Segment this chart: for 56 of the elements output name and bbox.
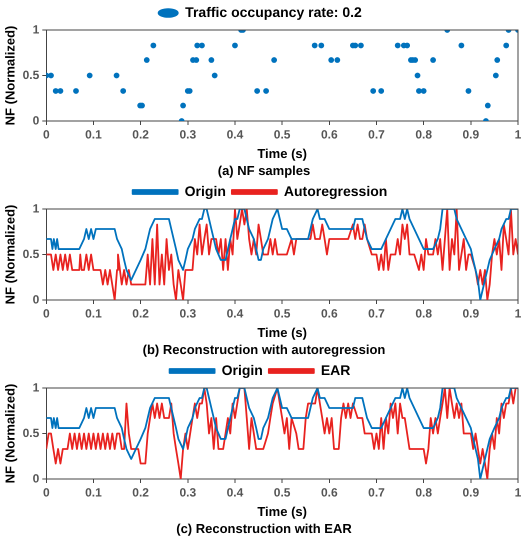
x-tick-label: 0.2	[132, 128, 150, 142]
x-tick-label: 0.4	[226, 306, 244, 321]
x-tick-label: 1	[514, 486, 522, 500]
x-tick-label: 0	[42, 486, 50, 500]
x-tick-label: 0.4	[226, 486, 244, 500]
x-tick-label: 0.9	[462, 486, 480, 500]
x-tick-label: 0.9	[462, 128, 480, 142]
legend-label: Traffic occupancy rate: 0.2	[185, 4, 362, 20]
x-axis-title: Time (s)	[257, 324, 307, 340]
x-tick-label: 0.6	[320, 486, 338, 500]
x-tick-label: 0	[42, 306, 50, 321]
y-tick-label: 1	[32, 201, 40, 216]
y-tick-label: 0.5	[22, 426, 40, 440]
y-axis-title: NF (Normalized)	[2, 384, 18, 484]
x-tick-label: 0.9	[462, 306, 480, 321]
x-tick-label: 0.8	[415, 306, 432, 321]
x-tick-label: 0.1	[85, 128, 102, 142]
x-tick-label: 0.5	[274, 486, 291, 500]
x-tick-label: 0.7	[368, 306, 386, 321]
x-axis-title: Time (s)	[257, 146, 307, 161]
x-tick-label: 0.7	[368, 128, 386, 142]
y-tick-label: 0.5	[22, 68, 40, 82]
x-tick-label: 0	[42, 128, 50, 142]
y-tick-label: 0.5	[22, 246, 40, 261]
x-tick-label: 0.1	[85, 486, 102, 500]
x-tick-label: 0.5	[274, 128, 291, 142]
x-tick-label: 0.8	[415, 128, 432, 142]
legend-label: EAR	[320, 362, 350, 378]
legend-label: Origin	[184, 182, 226, 199]
y-axis-title: NF (Normalized)	[2, 26, 18, 126]
y-tick-label: 0	[32, 292, 40, 306]
y-tick-label: 0	[32, 113, 40, 128]
text: (b) Reconstruction with autoregression	[142, 342, 386, 358]
y-tick-label: 0	[32, 471, 40, 486]
x-axis-title: Time (s)	[257, 504, 307, 519]
text: (a) NF samples	[216, 163, 312, 179]
y-tick-label: 1	[32, 380, 40, 394]
x-tick-label: 0.2	[132, 486, 150, 500]
x-tick-label: 0.6	[320, 128, 338, 142]
x-tick-label: 0.4	[226, 128, 244, 142]
text: (c) Reconstruction with EAR	[175, 521, 353, 537]
x-tick-label: 0.7	[368, 486, 386, 500]
legend-label: Autoregression	[284, 182, 388, 199]
x-tick-label: 0.1	[85, 306, 102, 321]
x-tick-label: 0.6	[320, 306, 338, 321]
x-tick-label: 1	[514, 128, 522, 142]
x-tick-label: 0.8	[415, 486, 432, 500]
x-tick-label: 0.3	[179, 486, 196, 500]
x-tick-label: 0.3	[179, 306, 196, 321]
y-axis-title: NF (Normalized)	[2, 204, 18, 304]
y-tick-label: 1	[32, 22, 40, 36]
x-tick-label: 0.5	[274, 306, 291, 321]
x-tick-label: 0.2	[132, 306, 150, 321]
x-tick-label: 0.3	[179, 128, 196, 142]
x-tick-label: 1	[514, 306, 522, 321]
legend-label: Origin	[222, 362, 263, 378]
